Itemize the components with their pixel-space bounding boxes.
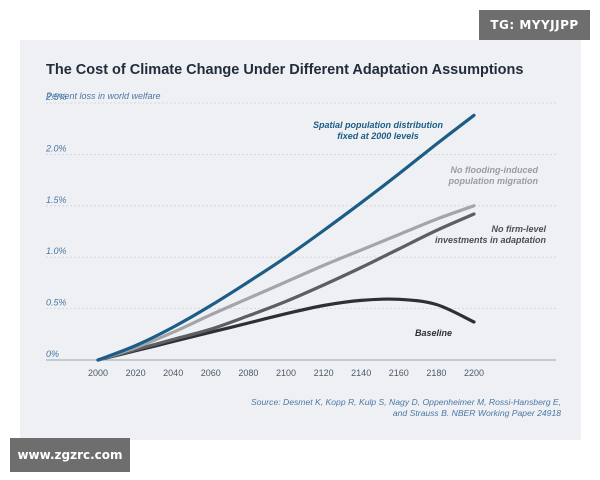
x-tick-label: 2100 (276, 368, 296, 378)
y-axis-label: Percent loss in world welfare (46, 91, 161, 101)
x-tick-label: 2120 (314, 368, 334, 378)
series-line-baseline (96, 297, 476, 362)
x-tick-label: 2000 (88, 368, 108, 378)
x-tick-label: 2060 (201, 368, 221, 378)
series-line-spatial-fixed (96, 113, 476, 362)
x-tick-label: 2200 (464, 368, 484, 378)
series-line-no-migration (96, 204, 476, 362)
series-labels: Spatial population distribution fixed at … (313, 120, 546, 338)
series-lines (96, 113, 476, 362)
y-tick-label: 0% (46, 349, 59, 359)
y-tick-label: 2.0% (45, 143, 67, 153)
label-baseline: Baseline (415, 328, 452, 338)
chart-card: The Cost of Climate Change Under Differe… (20, 40, 581, 440)
y-tick-label: 1.0% (46, 246, 67, 256)
y-tick-label: 2.5% (45, 92, 67, 102)
x-tick-labels: 2000 2020 2040 2060 2080 2100 2120 2140 2160 2180… (88, 368, 484, 378)
watermark-telegram: TG: MYYJJPP (479, 10, 590, 40)
source-note: Source: Desmet K, Kopp R, Kulp S, Nagy D… (240, 397, 561, 419)
x-tick-label: 2020 (126, 368, 146, 378)
x-tick-label: 2080 (238, 368, 258, 378)
label-no-firm-investment: No firm-level investments in adaptation (435, 224, 547, 245)
x-tick-label: 2140 (351, 368, 371, 378)
watermark-website: www.zgzrc.com (10, 438, 130, 472)
x-tick-label: 2160 (389, 368, 409, 378)
y-tick-label: 1.5% (46, 195, 67, 205)
label-spatial-fixed: Spatial population distribution fixed at … (313, 120, 443, 141)
label-no-migration: No flooding-induced population migration (448, 165, 539, 186)
series-line-no-firm-investment (96, 212, 476, 362)
source-line-1: Source: Desmet K, Kopp R, Kulp S, Nagy D… (251, 397, 561, 407)
x-tick-label: 2040 (163, 368, 183, 378)
line-chart: Percent loss in world welfare 0% 0.5% 1.0%… (45, 91, 556, 378)
x-tick-label: 2180 (426, 368, 446, 378)
gridlines (46, 102, 556, 361)
y-tick-labels: 0% 0.5% 1.0% 1.5% 2.0% 2.5% (45, 92, 67, 359)
source-line-2: and Strauss B. NBER Working Paper 24918 (392, 408, 561, 418)
y-tick-label: 0.5% (46, 298, 67, 308)
chart-title: The Cost of Climate Change Under Differe… (46, 62, 524, 78)
